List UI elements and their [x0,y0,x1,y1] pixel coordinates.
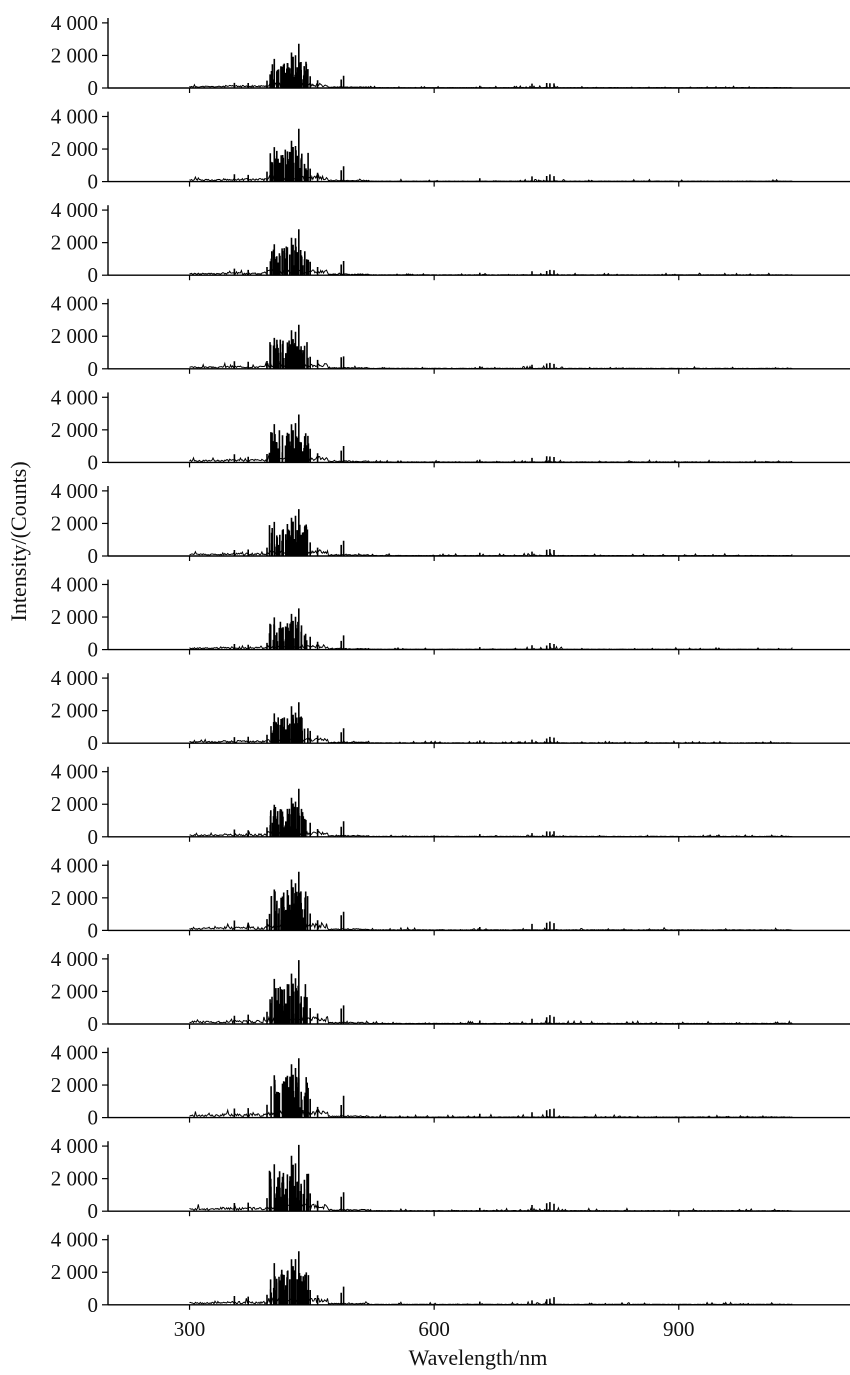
y-tick-label: 0 [88,918,99,942]
spectrum-panel: 0 2 000 4 000 [51,292,850,381]
y-tick-label: 0 [88,731,99,755]
y-tick-label: 0 [88,638,99,662]
spectrum-panel: 0 2 000 4 000 [51,1134,850,1223]
spectrum-panel: 0 2 000 4 000 [51,947,850,1036]
spectrum-panel: 0 2 000 4 000 [51,760,850,849]
x-axis-title: Wavelength/nm [409,1345,548,1370]
spectrum-panel: 0 2 000 4 000 [51,666,850,755]
spectrum-panel: 0 2 000 4 000 [51,385,850,474]
spectrum-panel: 0 2 000 4 000 [51,104,850,194]
spectrum-line [189,81,793,89]
y-tick-label: 2 000 [51,886,98,910]
y-tick-label: 4 000 [51,104,98,128]
emission-peaks [233,608,555,650]
y-tick-label: 4 000 [51,198,98,222]
y-tick-label: 2 000 [51,1167,98,1191]
y-tick-label: 4 000 [51,11,98,35]
y-tick-label: 4 000 [51,1040,98,1064]
y-tick-label: 2 000 [51,324,98,348]
emission-peaks [233,1251,555,1305]
y-tick-label: 2 000 [51,511,98,535]
spectrum-panel: 0 2 000 4 000 [51,198,850,287]
y-tick-label: 2 000 [51,231,98,255]
emission-peaks [233,229,555,276]
emission-peaks [233,509,555,556]
y-tick-label: 4 000 [51,853,98,877]
spectrum-line [189,921,793,931]
y-tick-label: 4 000 [51,666,98,690]
spectrum-panel: 0 2 000 4 000 [51,1040,850,1130]
y-tick-label: 0 [88,263,99,287]
y-tick-label: 4 000 [51,292,98,316]
y-tick-label: 4 000 [51,760,98,784]
emission-peaks [233,960,555,1024]
y-tick-label: 2 000 [51,605,98,629]
emission-peaks [233,871,555,931]
x-axis-tick-labels: 300 600 900 [174,1317,695,1341]
y-axis-title: Intensity/(Counts) [6,461,31,621]
spectrum-panel: 0 2 000 4 000 [51,11,850,100]
y-tick-label: 4 000 [51,1134,98,1158]
y-tick-label: 2 000 [51,979,98,1003]
x-tick-label: 600 [418,1317,450,1341]
spectrum-panel: 0 2 000 4 000 [51,572,850,662]
y-tick-label: 4 000 [51,572,98,596]
spectrum-panel: 0 2 000 4 000 [51,479,850,568]
y-tick-label: 2 000 [51,43,98,67]
x-tick-label: 300 [174,1317,206,1341]
emission-peaks [233,702,555,744]
emission-peaks [233,128,555,182]
emission-peaks [233,324,555,369]
spectrum-panels: 0 2 000 4 000 0 2 000 4 000 0 2 000 4 000 0 2 000 4… [51,11,850,1317]
y-tick-label: 2 000 [51,792,98,816]
x-tick-label: 900 [663,1317,695,1341]
y-tick-label: 4 000 [51,479,98,503]
y-tick-label: 2 000 [51,699,98,723]
y-tick-label: 2 000 [51,1260,98,1284]
emission-peaks [233,1144,555,1212]
y-tick-label: 0 [88,450,99,474]
y-tick-label: 0 [88,1199,99,1223]
y-tick-label: 2 000 [51,418,98,442]
emission-peaks [233,1058,555,1118]
y-tick-label: 0 [88,170,99,194]
emission-peaks [233,43,555,88]
y-tick-label: 4 000 [51,1228,98,1252]
emission-peaks [233,788,555,837]
y-tick-label: 0 [88,1106,99,1130]
y-tick-label: 0 [88,1012,99,1036]
y-tick-label: 0 [88,76,99,100]
y-tick-label: 2 000 [51,137,98,161]
spectrum-panel: 0 2 000 4 000 [51,1228,850,1317]
y-tick-label: 2 000 [51,1073,98,1097]
y-tick-label: 0 [88,1293,99,1317]
emission-peaks [233,414,555,463]
y-tick-label: 0 [88,544,99,568]
y-tick-label: 0 [88,825,99,849]
y-tick-label: 0 [88,357,99,381]
spectrum-panel: 0 2 000 4 000 [51,853,850,942]
y-tick-label: 4 000 [51,385,98,409]
y-tick-label: 4 000 [51,947,98,971]
